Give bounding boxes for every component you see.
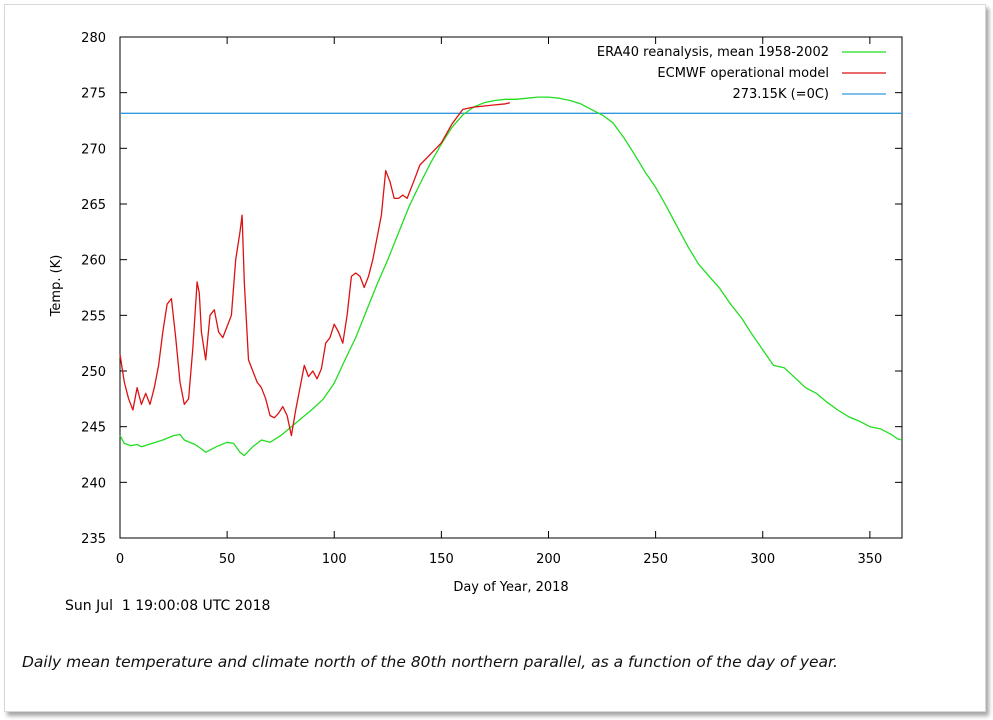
y-tick-label: 255 (81, 309, 106, 324)
x-tick-label: 100 (322, 552, 347, 567)
figure-frame (4, 4, 986, 712)
y-tick-label: 245 (81, 421, 106, 436)
legend-label: 273.15K (=0C) (732, 87, 829, 102)
y-tick-label: 280 (81, 31, 106, 46)
y-tick-label: 240 (81, 476, 106, 491)
y-tick-label: 265 (81, 198, 106, 213)
legend-label: ERA40 reanalysis, mean 1958-2002 (597, 45, 829, 60)
legend: ERA40 reanalysis, mean 1958-2002 ECMWF op… (597, 45, 886, 102)
x-tick-label: 200 (536, 552, 561, 567)
series-group (119, 96, 903, 457)
y-tick-label: 275 (81, 87, 106, 102)
plot-area (119, 36, 903, 539)
timestamp: Sun Jul 1 19:00:08 UTC 2018 (65, 598, 271, 614)
y-axis-label: Temp. (K) (49, 255, 64, 318)
y-tick-label: 250 (81, 365, 106, 380)
x-axis-label: Day of Year, 2018 (453, 580, 568, 595)
x-tick-label: 250 (643, 552, 668, 567)
y-tick-label: 235 (81, 532, 106, 547)
y-tick-label: 270 (81, 142, 106, 157)
x-tick-label: 50 (219, 552, 236, 567)
legend-label: ECMWF operational model (657, 66, 829, 81)
series-line-0 (119, 96, 903, 457)
series-line-1 (119, 102, 511, 437)
x-tick-label: 300 (750, 552, 775, 567)
figure-caption: Daily mean temperature and climate north… (22, 653, 838, 671)
x-tick-label: 0 (116, 552, 124, 567)
y-tick-group: 235 240 245 250 255 260 265 270 275 280 (81, 31, 902, 547)
y-tick-label: 260 (81, 254, 106, 269)
x-tick-label: 150 (429, 552, 454, 567)
x-tick-label: 350 (857, 552, 882, 567)
x-tick-group: 0 50 100 150 200 250 300 350 (116, 37, 882, 567)
temperature-chart: 235 240 245 250 255 260 265 270 275 280 0 50 100 150… (49, 31, 903, 595)
